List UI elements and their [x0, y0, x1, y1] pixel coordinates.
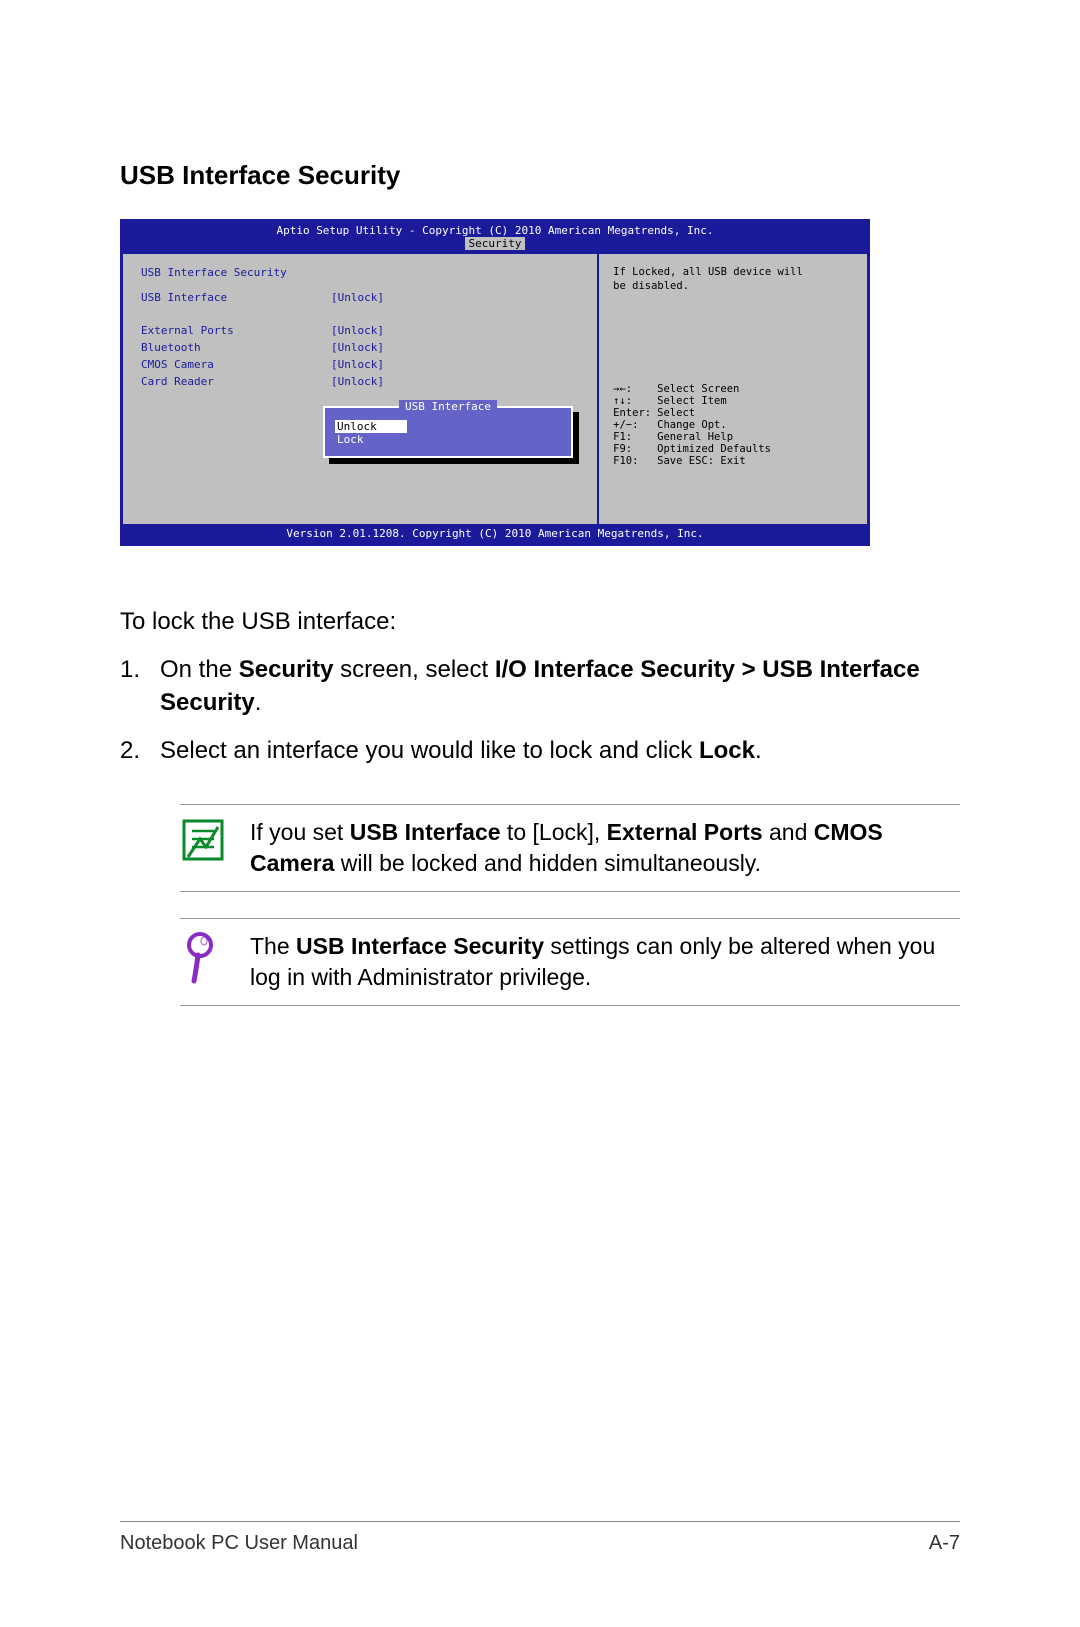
bios-group-title: USB Interface Security	[141, 266, 579, 279]
bios-footer: Version 2.01.1208. Copyright (C) 2010 Am…	[123, 524, 867, 543]
step-2: 2. Select an interface you would like to…	[120, 735, 960, 767]
bios-item-usb-interface: USB Interface [Unlock]	[141, 291, 579, 304]
bios-item-card-reader: Card Reader [Unlock]	[141, 375, 579, 388]
bios-popup-option-unlock: Unlock	[335, 420, 407, 433]
intro-text: To lock the USB interface:	[120, 606, 960, 638]
bios-key-list: →←:Select Screen ↑↓:Select Item Enter:Se…	[613, 383, 853, 467]
tip-icon	[180, 931, 250, 993]
bios-item-cmos-camera: CMOS Camera [Unlock]	[141, 358, 579, 371]
note-icon	[180, 817, 250, 879]
bios-screenshot: Aptio Setup Utility - Copyright (C) 2010…	[120, 219, 870, 546]
note-box-2: The USB Interface Security settings can …	[180, 918, 960, 1006]
step-1: 1. On the Security screen, select I/O In…	[120, 654, 960, 719]
note-box-1: If you set USB Interface to [Lock], Exte…	[180, 804, 960, 892]
bios-popup-title: USB Interface	[399, 400, 497, 413]
footer-right: A-7	[929, 1532, 960, 1555]
bios-header: Aptio Setup Utility - Copyright (C) 2010…	[123, 222, 867, 237]
bios-tab-row: Security	[123, 237, 867, 252]
section-title: USB Interface Security	[120, 160, 960, 191]
bios-popup-option-lock: Lock	[335, 433, 561, 446]
bios-item-bluetooth: Bluetooth [Unlock]	[141, 341, 579, 354]
bios-item-external-ports: External Ports [Unlock]	[141, 324, 579, 337]
page-footer: Notebook PC User Manual A-7	[120, 1521, 960, 1555]
footer-left: Notebook PC User Manual	[120, 1532, 358, 1555]
bios-help-text: If Locked, all USB device will be disabl…	[613, 266, 853, 293]
bios-popup: USB Interface Unlock Lock	[323, 406, 573, 458]
bios-tab-security: Security	[465, 237, 526, 250]
